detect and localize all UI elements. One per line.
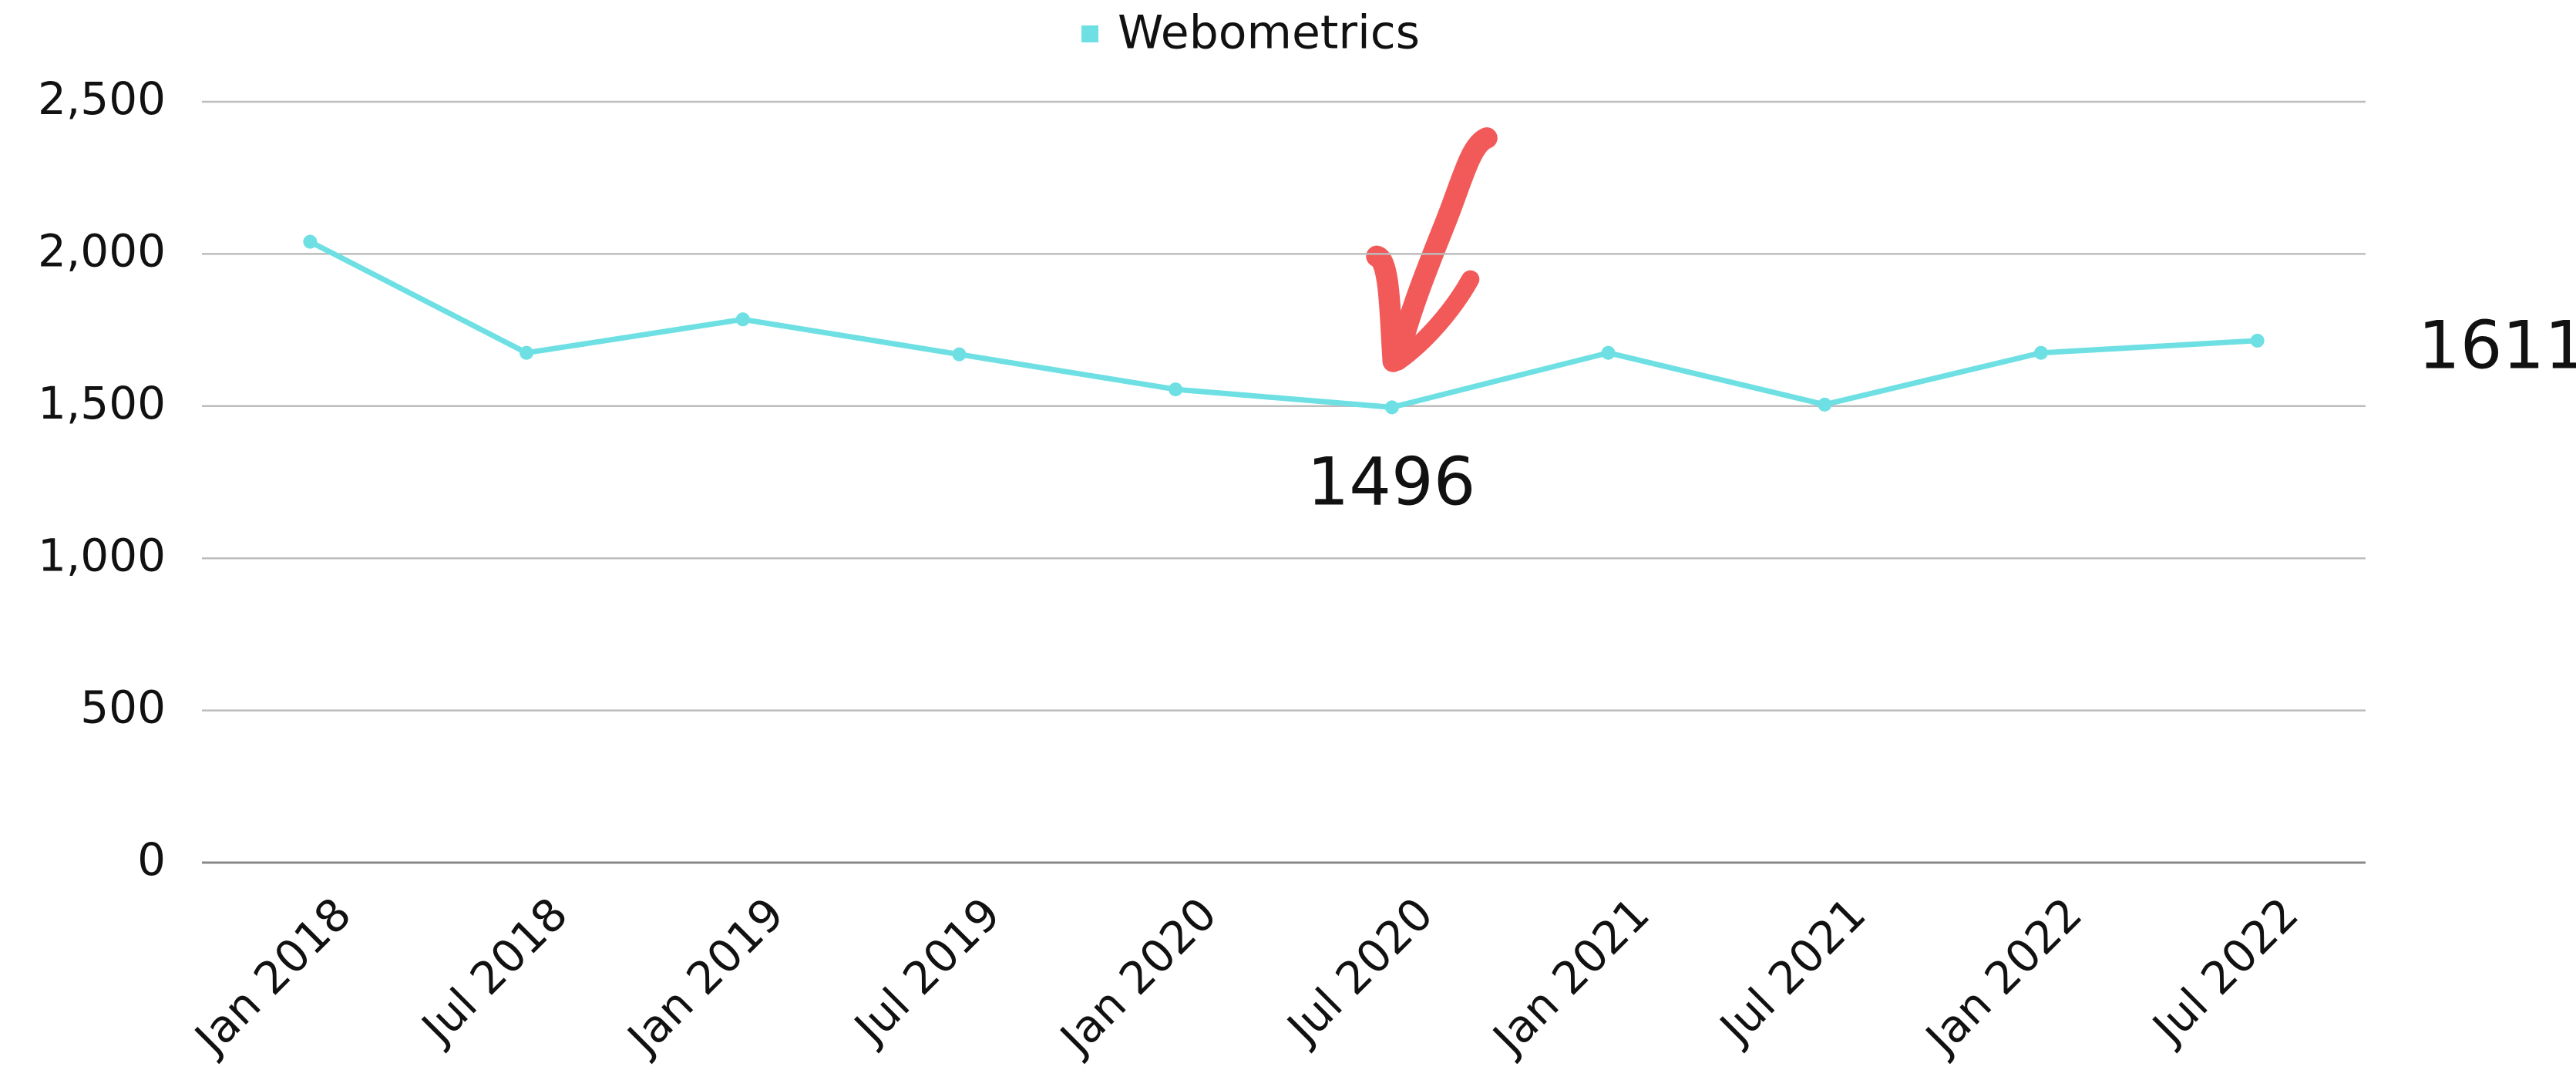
x-tick-label: Jul 2018: [410, 887, 577, 1055]
y-tick-label: 0: [137, 833, 166, 886]
point: [1818, 397, 1832, 412]
x-tick-label: Jan 2022: [1914, 887, 2092, 1065]
y-tick-label: 2,000: [38, 225, 166, 278]
annotation: 1496: [1307, 443, 1476, 520]
x-tick-label: Jan 2019: [616, 887, 794, 1065]
x-tick-label: Jan 2020: [1049, 887, 1227, 1065]
y-tick-label: 1,500: [38, 377, 166, 429]
x-tick-label: Jul 2021: [1708, 887, 1875, 1055]
point: [2250, 333, 2265, 348]
x-tick-label: Jul 2022: [2141, 887, 2309, 1055]
y-tick-label: 1,000: [38, 529, 166, 581]
point: [1601, 345, 1616, 360]
point: [1169, 382, 1183, 397]
y-tick-label: 500: [80, 681, 166, 734]
annotation: 1611: [2418, 307, 2576, 384]
point: [1384, 400, 1399, 415]
point: [735, 312, 750, 327]
legend-label: Webometrics: [1118, 6, 1420, 60]
point: [2033, 345, 2048, 360]
x-tick-label: Jul 2020: [1276, 887, 1443, 1055]
line: [308, 239, 2258, 410]
legend-swatch: [1081, 25, 1098, 42]
red-arrow: [1366, 127, 1498, 372]
point: [303, 234, 318, 249]
point: [952, 347, 967, 362]
y-tick-label: 2,500: [38, 72, 166, 125]
point: [520, 345, 534, 360]
x-tick-label: Jan 2018: [183, 887, 362, 1065]
x-tick-label: Jul 2019: [843, 887, 1011, 1055]
x-tick-label: Jan 2021: [1481, 887, 1660, 1065]
